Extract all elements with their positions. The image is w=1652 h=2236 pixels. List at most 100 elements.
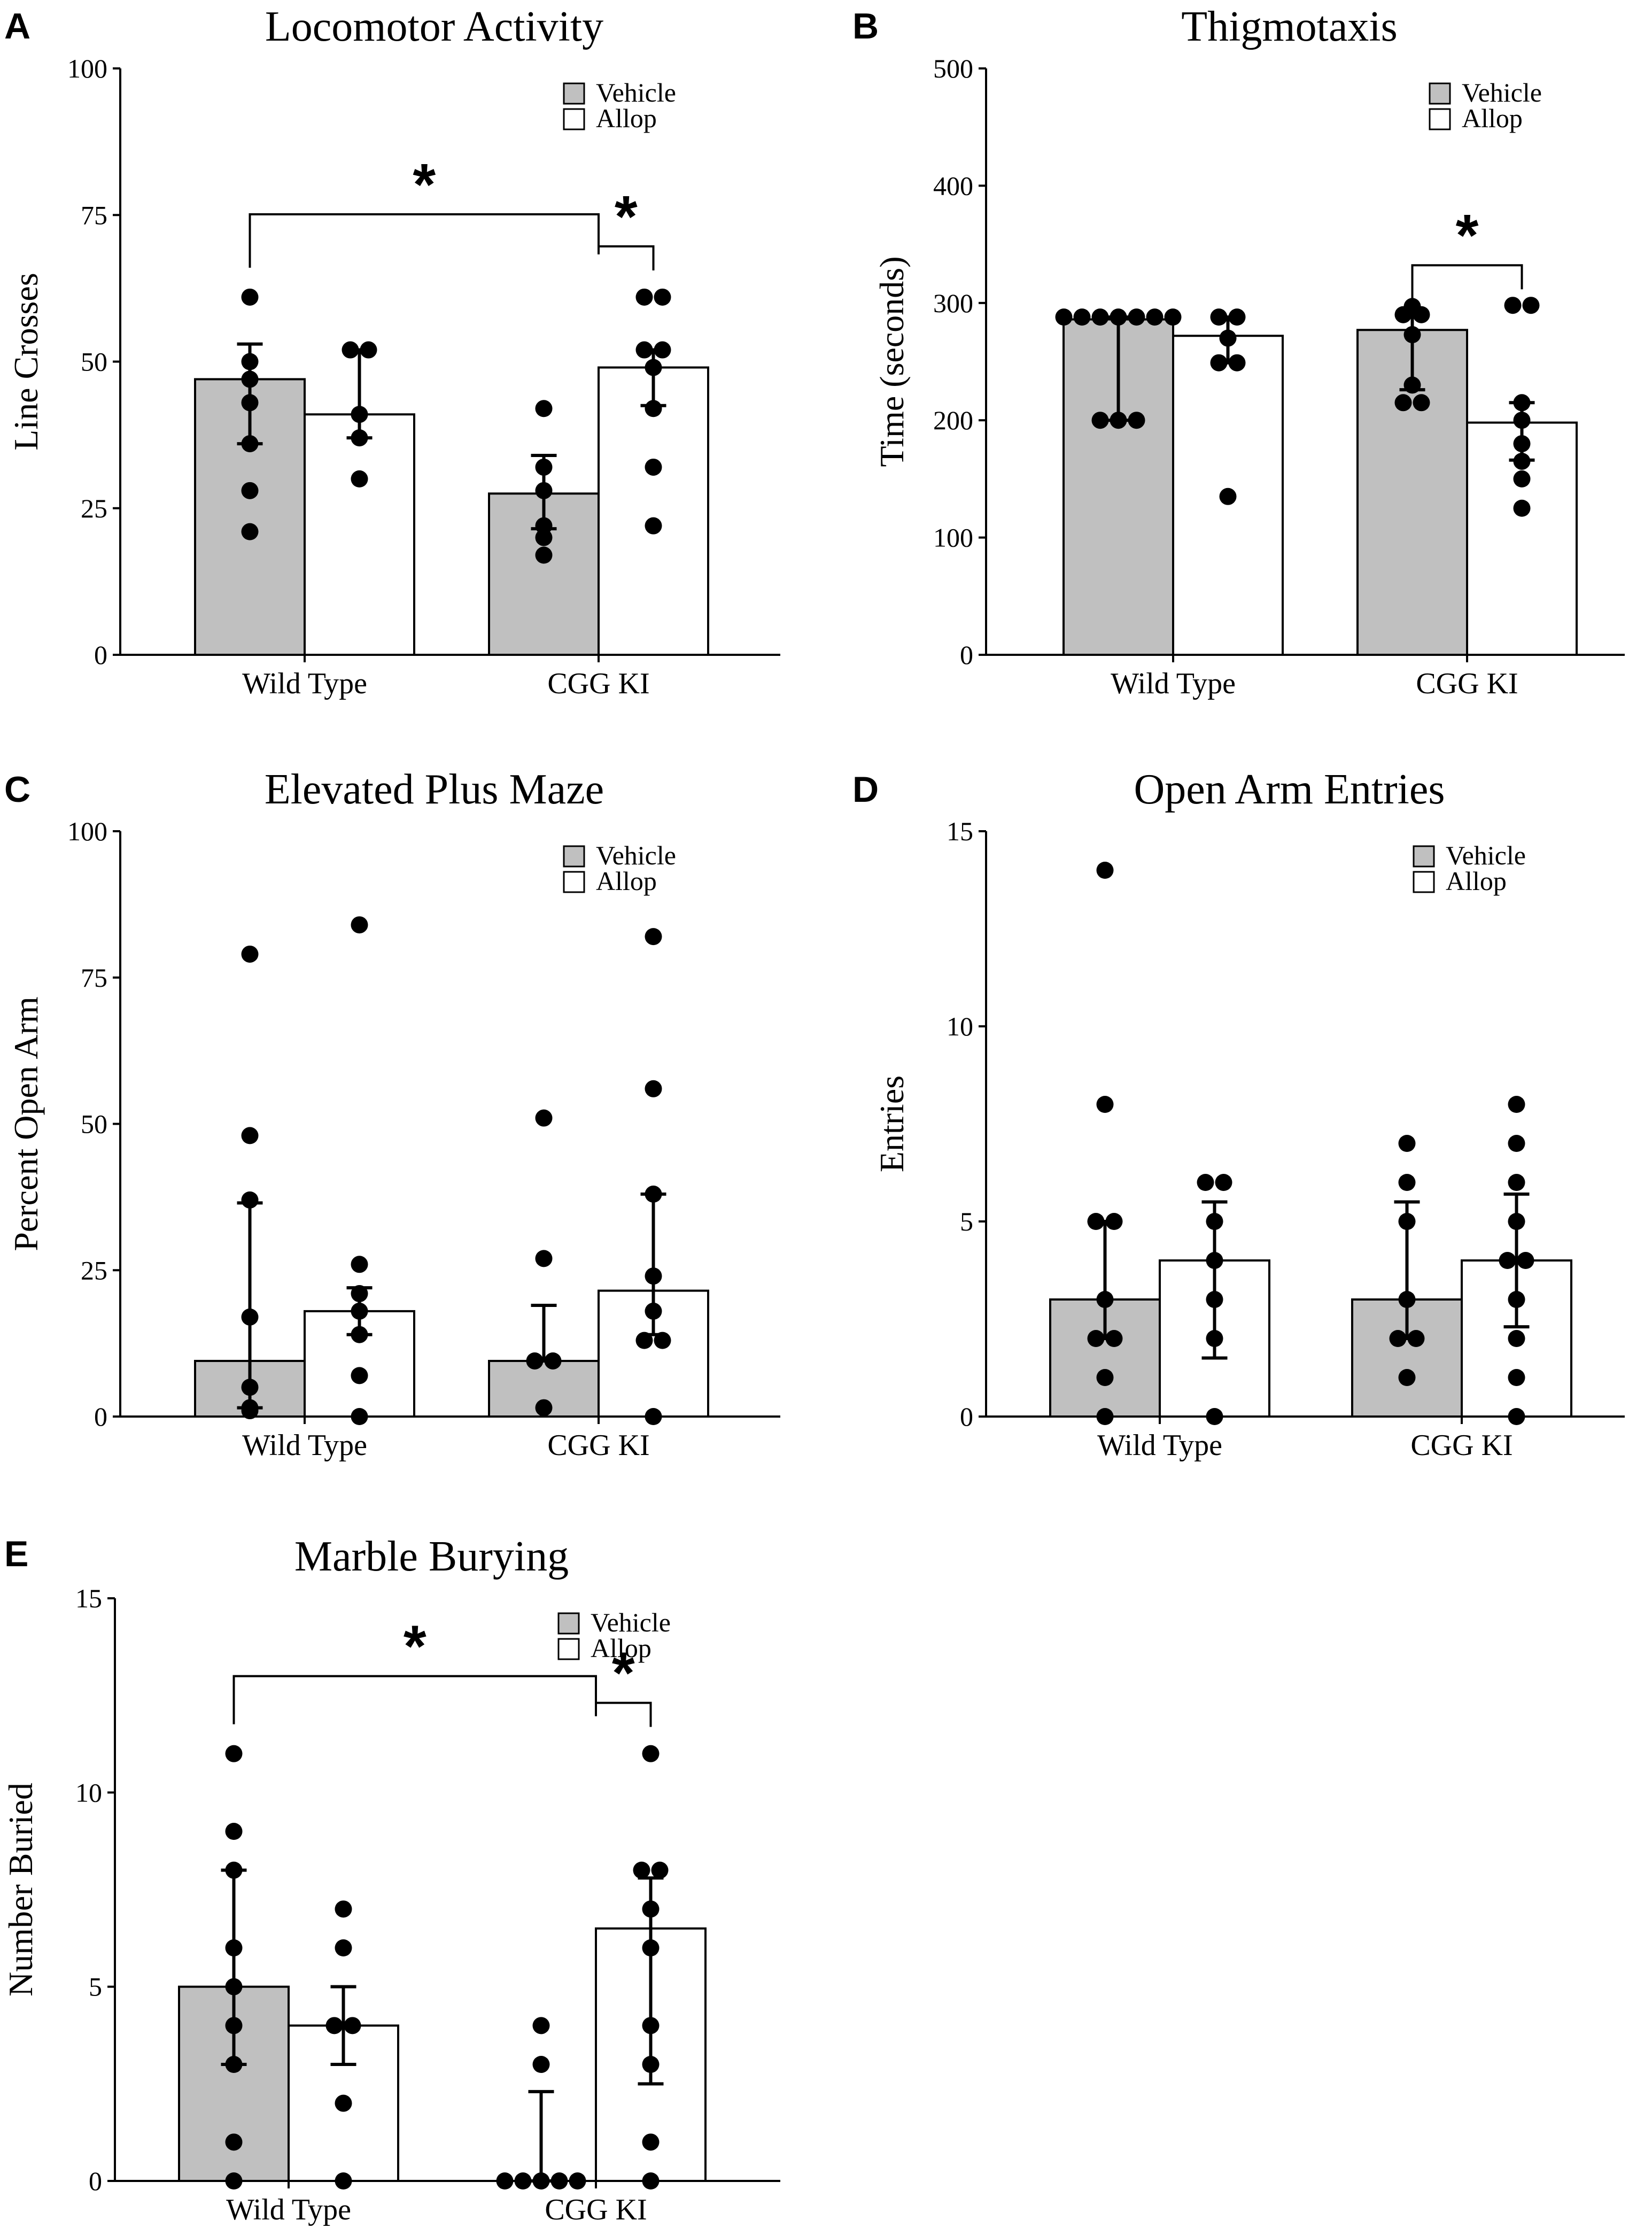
significance-star: *	[1456, 203, 1479, 268]
legend-swatch-allop	[557, 1638, 580, 1660]
data-point	[1508, 1408, 1525, 1425]
y-tick-label: 75	[81, 963, 107, 993]
data-point	[1508, 1096, 1525, 1113]
bar-allop-wild-type	[304, 413, 415, 656]
legend-swatch-vehicle	[1413, 845, 1435, 868]
data-point	[1513, 394, 1531, 412]
data-point	[532, 2017, 550, 2034]
data-point	[642, 2017, 660, 2034]
legend-swatch-vehicle	[563, 845, 585, 868]
legend-label-allop: Allop	[1462, 103, 1523, 133]
data-point	[1096, 1096, 1114, 1113]
data-point	[1110, 308, 1127, 326]
data-point	[635, 288, 653, 306]
data-point	[1517, 1252, 1534, 1269]
data-point	[1513, 412, 1531, 429]
chart-title: Locomotor Activity	[265, 3, 603, 50]
x-category-label: CGG KI	[1416, 667, 1518, 700]
significance-bracket	[599, 245, 655, 270]
data-point	[351, 1367, 368, 1384]
y-tick-label: 0	[94, 640, 107, 670]
data-point	[1508, 1369, 1525, 1386]
data-point	[642, 2056, 660, 2073]
legend-swatch-vehicle	[557, 1612, 580, 1635]
x-category-label: CGG KI	[545, 2193, 647, 2226]
data-point	[241, 288, 259, 306]
y-axis-label: Entries	[873, 1076, 911, 1172]
chart-title: Open Arm Entries	[1134, 766, 1445, 813]
data-point	[351, 916, 368, 934]
y-tick-label: 0	[94, 1402, 107, 1432]
y-axis-label: Time (seconds)	[873, 256, 911, 467]
data-point	[1398, 1369, 1416, 1386]
data-point	[532, 2056, 550, 2073]
data-point	[532, 2172, 550, 2189]
data-point	[535, 482, 553, 499]
data-point	[645, 928, 662, 946]
x-category-label: Wild Type	[242, 1429, 367, 1462]
data-point	[241, 523, 259, 540]
panel-letter: D	[852, 769, 879, 810]
data-point	[225, 1745, 243, 1762]
data-point	[1091, 308, 1109, 326]
data-point	[535, 517, 553, 535]
significance-bracket	[1411, 264, 1523, 311]
data-point	[1508, 1135, 1525, 1152]
y-tick-label: 75	[81, 200, 107, 230]
data-point	[335, 1939, 352, 1956]
data-point	[645, 1302, 662, 1320]
legend-label-vehicle: Vehicle	[591, 1607, 671, 1637]
data-point	[1197, 1174, 1214, 1191]
data-point	[225, 2133, 243, 2151]
data-point	[1096, 862, 1114, 879]
y-tick-label: 500	[933, 53, 973, 83]
significance-star: *	[413, 152, 436, 218]
data-point	[351, 1285, 368, 1303]
data-point	[1522, 297, 1540, 314]
significance-bracket	[232, 1675, 597, 1724]
data-point	[1508, 1291, 1525, 1308]
y-axis-label: Number Buried	[2, 1783, 40, 1997]
data-point	[335, 1900, 352, 1918]
data-point	[1219, 488, 1237, 505]
data-point	[1206, 1252, 1223, 1269]
panel-e: E Marble Burying Number Buried 0 5 10 15 Wild T…	[2, 1533, 780, 2226]
data-point	[1413, 306, 1430, 323]
data-point	[1073, 308, 1091, 326]
data-point	[225, 1978, 243, 1995]
data-point	[645, 1080, 662, 1097]
data-point	[535, 1250, 553, 1267]
data-point	[1105, 1213, 1123, 1230]
data-point	[1128, 308, 1145, 326]
data-point	[645, 359, 662, 376]
data-point	[1398, 1213, 1416, 1230]
data-point	[241, 1127, 259, 1144]
data-point	[654, 288, 671, 306]
data-point	[241, 435, 259, 453]
y-tick-label: 400	[933, 171, 973, 200]
data-point	[225, 1861, 243, 1879]
data-point	[325, 2017, 343, 2034]
data-point	[241, 482, 259, 499]
legend-label-allop: Allop	[591, 1633, 652, 1663]
data-point	[1504, 297, 1522, 314]
x-category-label: Wild Type	[1097, 1429, 1222, 1462]
y-tick-label: 10	[75, 1777, 102, 1807]
y-tick-label: 0	[960, 640, 973, 670]
data-point	[1228, 308, 1246, 326]
y-tick-label: 100	[933, 523, 973, 553]
data-point	[335, 2172, 352, 2189]
data-point	[1398, 1135, 1416, 1152]
data-point	[514, 2172, 532, 2189]
data-point	[544, 1352, 562, 1370]
data-point	[654, 1332, 671, 1349]
y-tick-label: 200	[933, 405, 973, 435]
x-category-label: Wild Type	[1111, 667, 1236, 700]
data-point	[241, 945, 259, 963]
data-point	[335, 2094, 352, 2112]
data-point	[1499, 1252, 1516, 1269]
data-point	[241, 1308, 259, 1326]
data-point	[351, 406, 368, 423]
y-tick-label: 300	[933, 288, 973, 318]
